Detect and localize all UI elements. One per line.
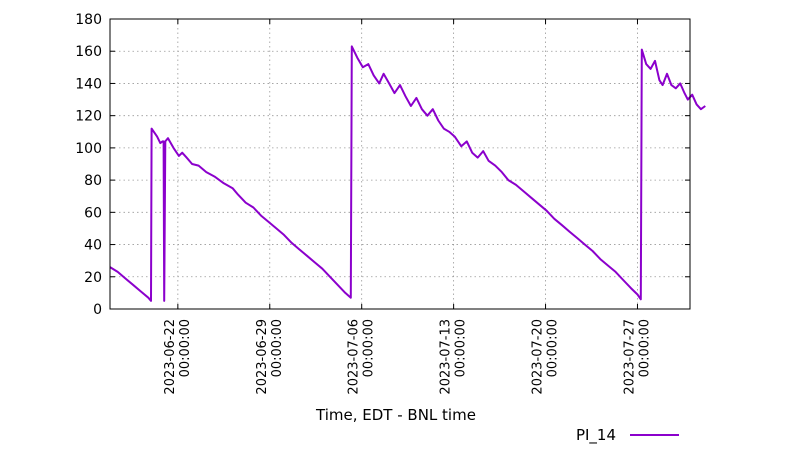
y-tick-label: 80 — [84, 173, 102, 189]
x-tick-label-time: 00:00:00 — [362, 319, 377, 377]
x-axis: 2023-06-22 00:00:00 2023-06-29 00:00:00 2023… — [163, 19, 652, 395]
x-tick-label-date: 2023-06-22 — [163, 319, 178, 395]
x-tick-label-date: 2023-07-27 — [622, 319, 637, 395]
x-tick-label-time: 00:00:00 — [178, 319, 193, 377]
y-axis: 0 20 40 60 80 100 120 140 160 180 — [75, 12, 690, 318]
y-tick-label: 60 — [84, 205, 102, 221]
plot-area — [110, 19, 690, 309]
x-tick-label-date: 2023-07-20 — [531, 319, 546, 395]
x-tick-label-time: 00:00:00 — [270, 319, 285, 377]
x-tick-label-time: 00:00:00 — [546, 319, 561, 377]
y-tick-label: 100 — [75, 141, 102, 157]
y-tick-label: 160 — [75, 44, 102, 60]
x-tick-label-time: 00:00:00 — [637, 319, 652, 377]
y-tick-label: 20 — [84, 270, 102, 286]
x-tick-label-time: 00:00:00 — [454, 319, 469, 377]
legend-label: PI_14 — [576, 426, 616, 445]
grid-lines — [110, 19, 690, 309]
series-line — [109, 45, 706, 302]
x-axis-label: Time, EDT - BNL time — [315, 406, 476, 424]
y-tick-label: 180 — [75, 12, 102, 28]
y-tick-label: 140 — [75, 76, 102, 92]
series-group — [109, 45, 706, 302]
legend: PI_14 — [576, 426, 679, 445]
x-tick-label-date: 2023-07-13 — [439, 319, 454, 395]
plot-border — [109, 18, 691, 310]
y-tick-label: 40 — [84, 238, 102, 254]
x-tick-label-date: 2023-06-29 — [255, 319, 270, 395]
y-tick-label: 0 — [93, 302, 102, 318]
y-tick-label: 120 — [75, 109, 102, 125]
x-tick-label-date: 2023-07-06 — [347, 319, 362, 395]
